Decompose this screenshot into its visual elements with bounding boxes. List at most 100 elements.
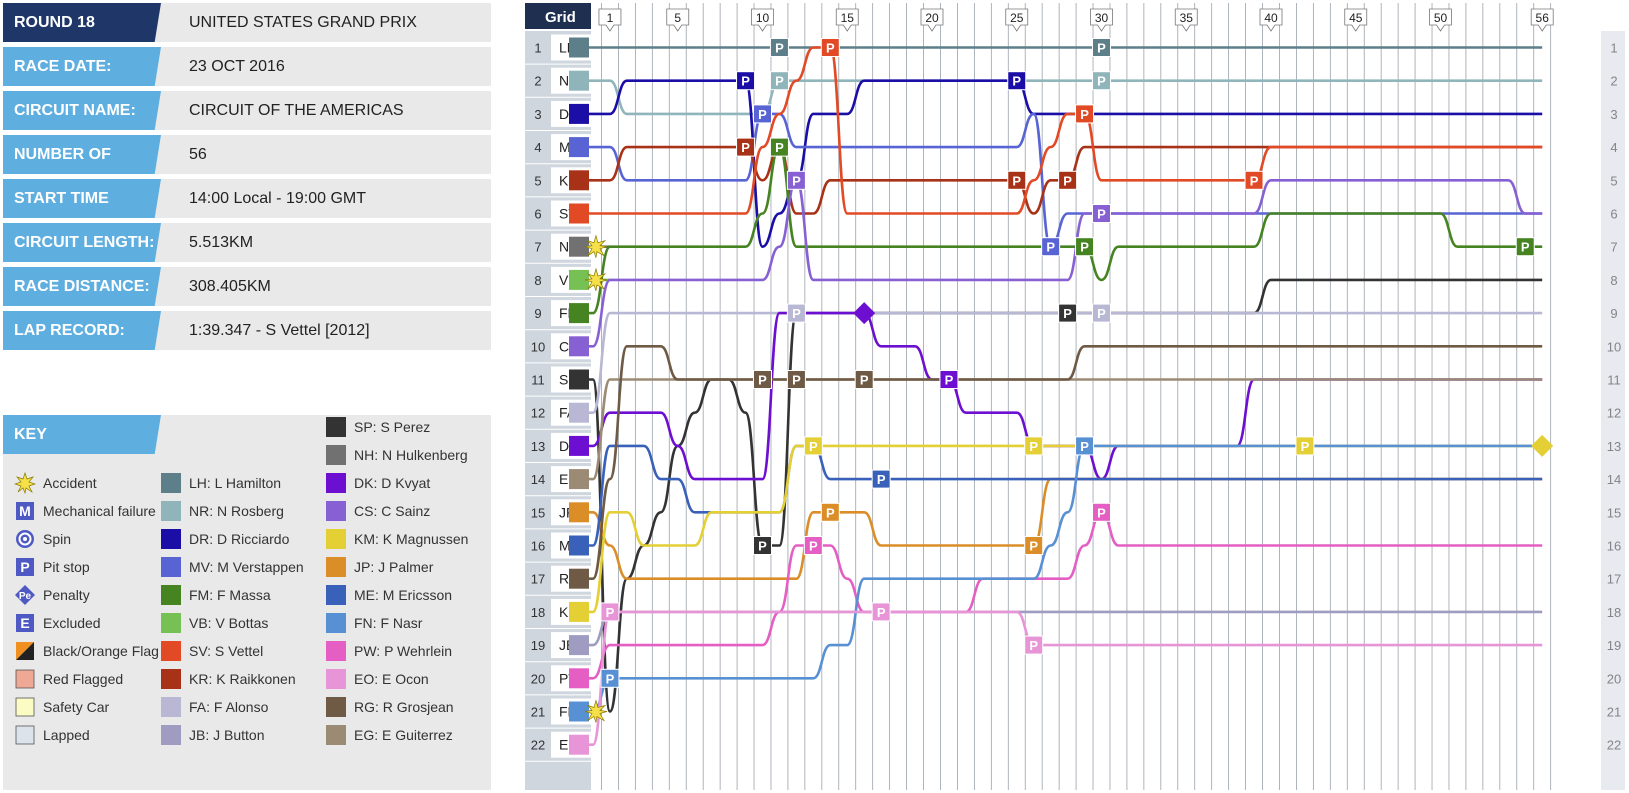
grid-position-label: 16 — [531, 539, 545, 554]
accident-marker — [584, 699, 608, 723]
lap-tick-label: 50 — [1434, 11, 1448, 25]
key-driver-label: JB: J Button — [189, 727, 265, 743]
key-driver-item: EO: E Ocon — [326, 669, 429, 689]
key-item: Red Flagged — [13, 667, 123, 691]
lap-tick-label: 20 — [925, 11, 939, 25]
grid-position-label: 18 — [531, 605, 545, 620]
pit-stop-icon: P — [13, 555, 37, 579]
driver-line — [573, 510, 1543, 680]
key-driver-label: SV: S Vettel — [189, 643, 264, 659]
key-driver-item: DK: D Kvyat — [326, 473, 430, 493]
key-item: E Excluded — [13, 611, 101, 635]
key-driver-item: JB: J Button — [161, 725, 264, 745]
pit-stop-marker-label: P — [1029, 638, 1038, 653]
pit-stop-marker-label: P — [1097, 41, 1106, 56]
lap-tick-marker — [1090, 8, 1113, 32]
pit-stop-marker — [820, 502, 840, 522]
key-item-label: Accident — [43, 475, 97, 491]
key-item: M Mechanical failure — [13, 499, 156, 523]
spin-icon — [13, 527, 37, 551]
pit-stop-marker-label: P — [758, 373, 767, 388]
pit-stop-marker — [753, 536, 772, 555]
pit-stop-marker-label: P — [1301, 439, 1310, 454]
key-item-label: Spin — [43, 531, 72, 547]
pit-stop-marker — [1058, 170, 1078, 190]
grid-position-label: 20 — [531, 671, 545, 686]
pit-stop-marker — [1075, 104, 1095, 124]
driver-color-swatch — [161, 669, 181, 689]
grid-header-box — [525, 3, 591, 29]
pit-stop-marker — [769, 38, 789, 57]
key-driver-label: FM: F Massa — [189, 587, 271, 603]
key-driver-item: FA: F Alonso — [161, 697, 268, 717]
driver-line — [573, 79, 1543, 249]
grid-position-label: 22 — [531, 738, 545, 753]
pit-stop-marker-label: P — [1097, 306, 1106, 321]
driver-color-swatch — [326, 557, 346, 577]
lap-tick-label: 1 — [607, 11, 614, 25]
key-driver-label: FA: F Alonso — [189, 699, 269, 715]
lap-tick-label: 5 — [674, 11, 681, 25]
driver-color-swatch — [326, 725, 346, 745]
race-info-label: RACE DISTANCE: — [3, 267, 161, 306]
pit-stop-marker — [1092, 502, 1111, 522]
race-info-row: ROUND 18 UNITED STATES GRAND PRIX — [3, 3, 491, 42]
key-driver-label: KR: K Raikkonen — [189, 671, 296, 687]
race-info-value: 5.513KM — [189, 234, 254, 251]
driver-line — [573, 178, 1543, 348]
lap-tick-label: 15 — [841, 11, 855, 25]
pit-stop-marker-label: P — [1097, 505, 1106, 520]
pit-stop-marker — [854, 370, 874, 389]
pit-stop-marker — [1024, 536, 1044, 555]
pit-stop-marker-label: P — [606, 605, 615, 620]
grid-position-label: 2 — [534, 74, 541, 89]
lap-tick-label: 25 — [1010, 11, 1024, 25]
grid-position-label: 13 — [531, 439, 545, 454]
pit-stop-marker — [1075, 237, 1095, 257]
grid-position-label: 15 — [531, 505, 545, 520]
key-item: Accident — [13, 471, 97, 495]
pit-stop-marker-label: P — [775, 41, 784, 56]
pit-stop-marker-label: P — [758, 539, 767, 554]
pit-stop-marker — [753, 370, 772, 389]
lap-tick-label: 35 — [1180, 11, 1194, 25]
pit-stop-marker — [820, 38, 840, 57]
lap-tick-label: 56 — [1536, 11, 1550, 25]
pit-stop-marker-label: P — [809, 539, 818, 554]
pit-stop-marker — [786, 303, 806, 323]
key-driver-label: CS: C Sainz — [354, 503, 431, 519]
pit-stop-marker — [786, 370, 806, 389]
pit-stop-marker — [871, 602, 891, 622]
driver-color-swatch — [326, 501, 346, 521]
mechanical-failure-icon: M — [13, 499, 37, 523]
key-item: Pe Penalty — [13, 583, 90, 607]
key-driver-item: LH: L Hamilton — [161, 473, 281, 493]
race-info-label: CIRCUIT NAME: — [3, 91, 161, 130]
key-title: KEY — [3, 415, 161, 454]
pit-stop-marker — [1295, 436, 1315, 456]
key-item-label: Penalty — [43, 587, 90, 603]
race-info-value: 14:00 Local - 19:00 GMT — [189, 190, 366, 207]
driver-color-swatch — [161, 473, 181, 493]
key-driver-label: MV: M Verstappen — [189, 559, 304, 575]
key-item: Spin — [13, 527, 71, 551]
driver-color-swatch — [161, 697, 181, 717]
pit-stop-marker-label: P — [792, 306, 801, 321]
key-driver-label: JP: J Palmer — [354, 559, 434, 575]
key-item-label: Mechanical failure — [43, 503, 156, 519]
pit-stop-marker-label: P — [792, 373, 801, 388]
key-item-label: Pit stop — [43, 559, 90, 575]
key-driver-item: FM: F Massa — [161, 585, 271, 605]
race-info-value: CIRCUIT OF THE AMERICAS — [189, 102, 404, 119]
race-info-value: 1:39.347 - S Vettel [2012] — [189, 322, 370, 339]
key-driver-label: FN: F Nasr — [354, 615, 423, 631]
grid-position-label: 8 — [534, 273, 541, 288]
grid-position-label: 9 — [534, 306, 541, 321]
pit-stop-marker-label: P — [1097, 207, 1106, 222]
pit-stop-marker — [753, 104, 772, 124]
pit-stop-marker-label: P — [826, 41, 835, 56]
red-flag-icon — [13, 667, 37, 691]
key-driver-label: SP: S Perez — [354, 419, 431, 435]
driver-line — [573, 145, 1543, 315]
driver-color-swatch — [161, 557, 181, 577]
